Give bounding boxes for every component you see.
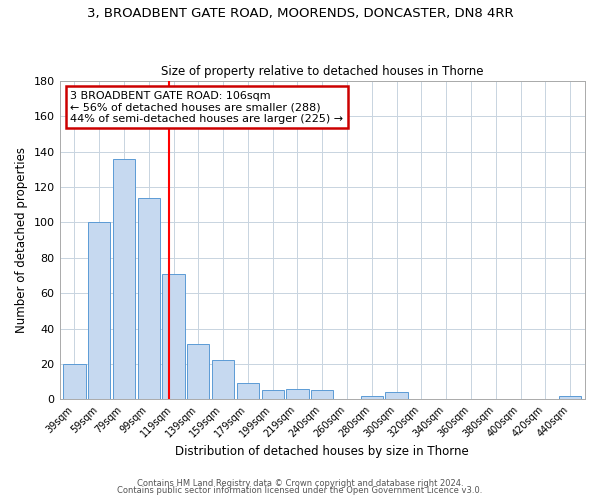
Bar (187, 344, 209, 400)
Text: Contains HM Land Registry data © Crown copyright and database right 2024.: Contains HM Land Registry data © Crown c… (137, 478, 463, 488)
Text: Contains public sector information licensed under the Open Government Licence v3: Contains public sector information licen… (118, 486, 482, 495)
Bar (88, 222, 110, 400)
Bar (286, 388, 308, 400)
X-axis label: Distribution of detached houses by size in Thorne: Distribution of detached houses by size … (175, 444, 469, 458)
Bar (163, 274, 185, 400)
Bar (237, 384, 259, 400)
Text: 3 BROADBENT GATE ROAD: 106sqm
← 56% of detached houses are smaller (288)
44% of : 3 BROADBENT GATE ROAD: 106sqm ← 56% of d… (70, 90, 343, 124)
Bar (137, 198, 160, 400)
Text: 3, BROADBENT GATE ROAD, MOORENDS, DONCASTER, DN8 4RR: 3, BROADBENT GATE ROAD, MOORENDS, DONCAS… (86, 8, 514, 20)
Bar (262, 390, 284, 400)
Title: Size of property relative to detached houses in Thorne: Size of property relative to detached ho… (161, 66, 484, 78)
Bar (63, 364, 86, 400)
Bar (385, 392, 408, 400)
Bar (212, 360, 234, 400)
Bar (113, 159, 135, 400)
Y-axis label: Number of detached properties: Number of detached properties (15, 147, 28, 333)
Bar (361, 396, 383, 400)
Bar (311, 390, 334, 400)
Bar (559, 396, 581, 400)
